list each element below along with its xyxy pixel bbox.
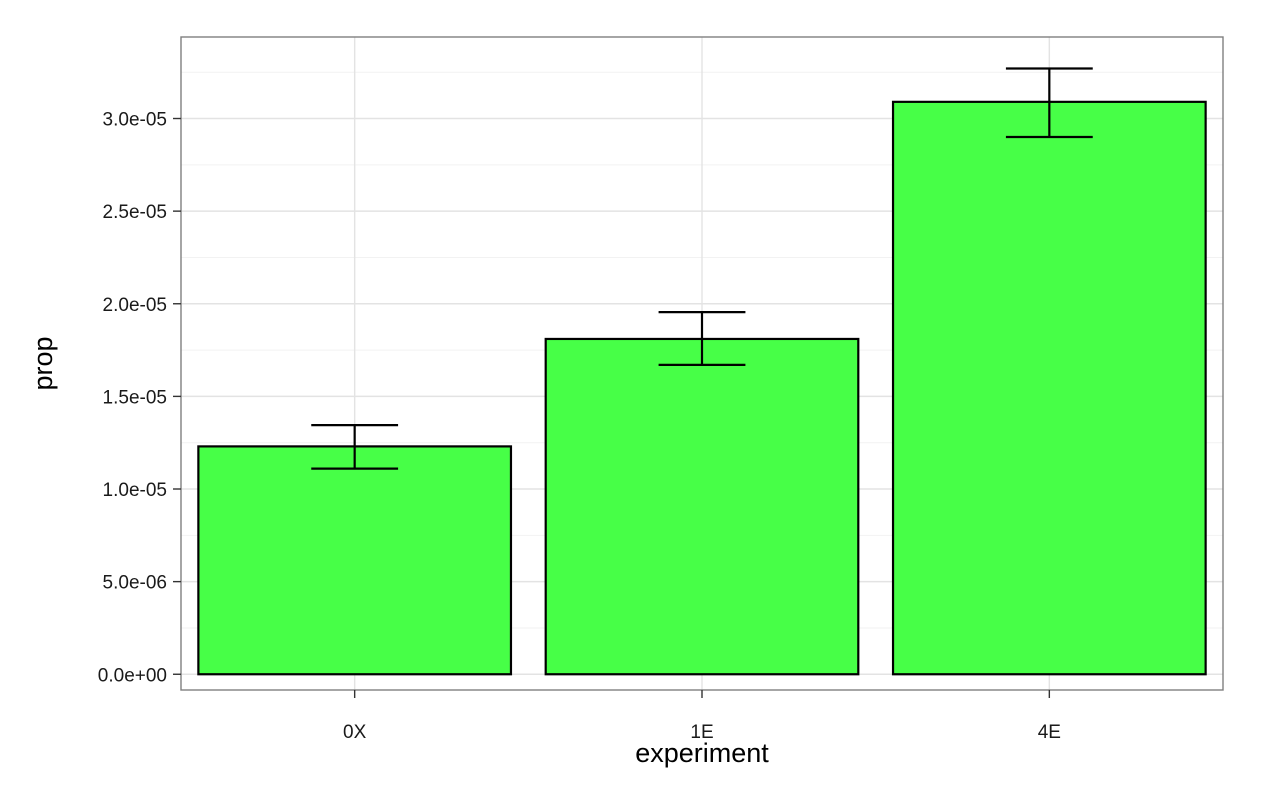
error-bars: [311, 67, 1093, 470]
x-tick-label: 1E: [690, 722, 713, 743]
y-tick-label: 1.5e-05: [103, 387, 167, 408]
y-axis-title: prop: [28, 336, 58, 390]
x-axis: 0X 1E 4E: [343, 690, 1061, 743]
y-tick-label: 2.5e-05: [103, 202, 167, 223]
x-axis-title: experiment: [635, 738, 769, 768]
y-tick-label: 1.0e-05: [103, 480, 167, 501]
y-tick-label: 2.0e-05: [103, 295, 167, 316]
y-axis: 0.0e+00 5.0e-06 1.0e-05 1.5e-05 2.0e-05 2.5e-…: [98, 110, 181, 686]
bars: [197, 100, 1207, 676]
x-tick-label: 4E: [1038, 722, 1061, 743]
bar-1e: [544, 337, 860, 676]
bar-4e: [891, 100, 1207, 676]
error-bar-0x: [311, 423, 399, 470]
error-bar-1e: [658, 310, 746, 366]
y-tick-label: 0.0e+00: [98, 665, 167, 686]
bar-0x: [197, 445, 513, 676]
y-tick-label: 5.0e-06: [103, 573, 167, 594]
error-bar-4e: [1005, 67, 1093, 139]
x-tick-label: 0X: [343, 722, 367, 743]
y-tick-label: 3.0e-05: [103, 110, 167, 131]
